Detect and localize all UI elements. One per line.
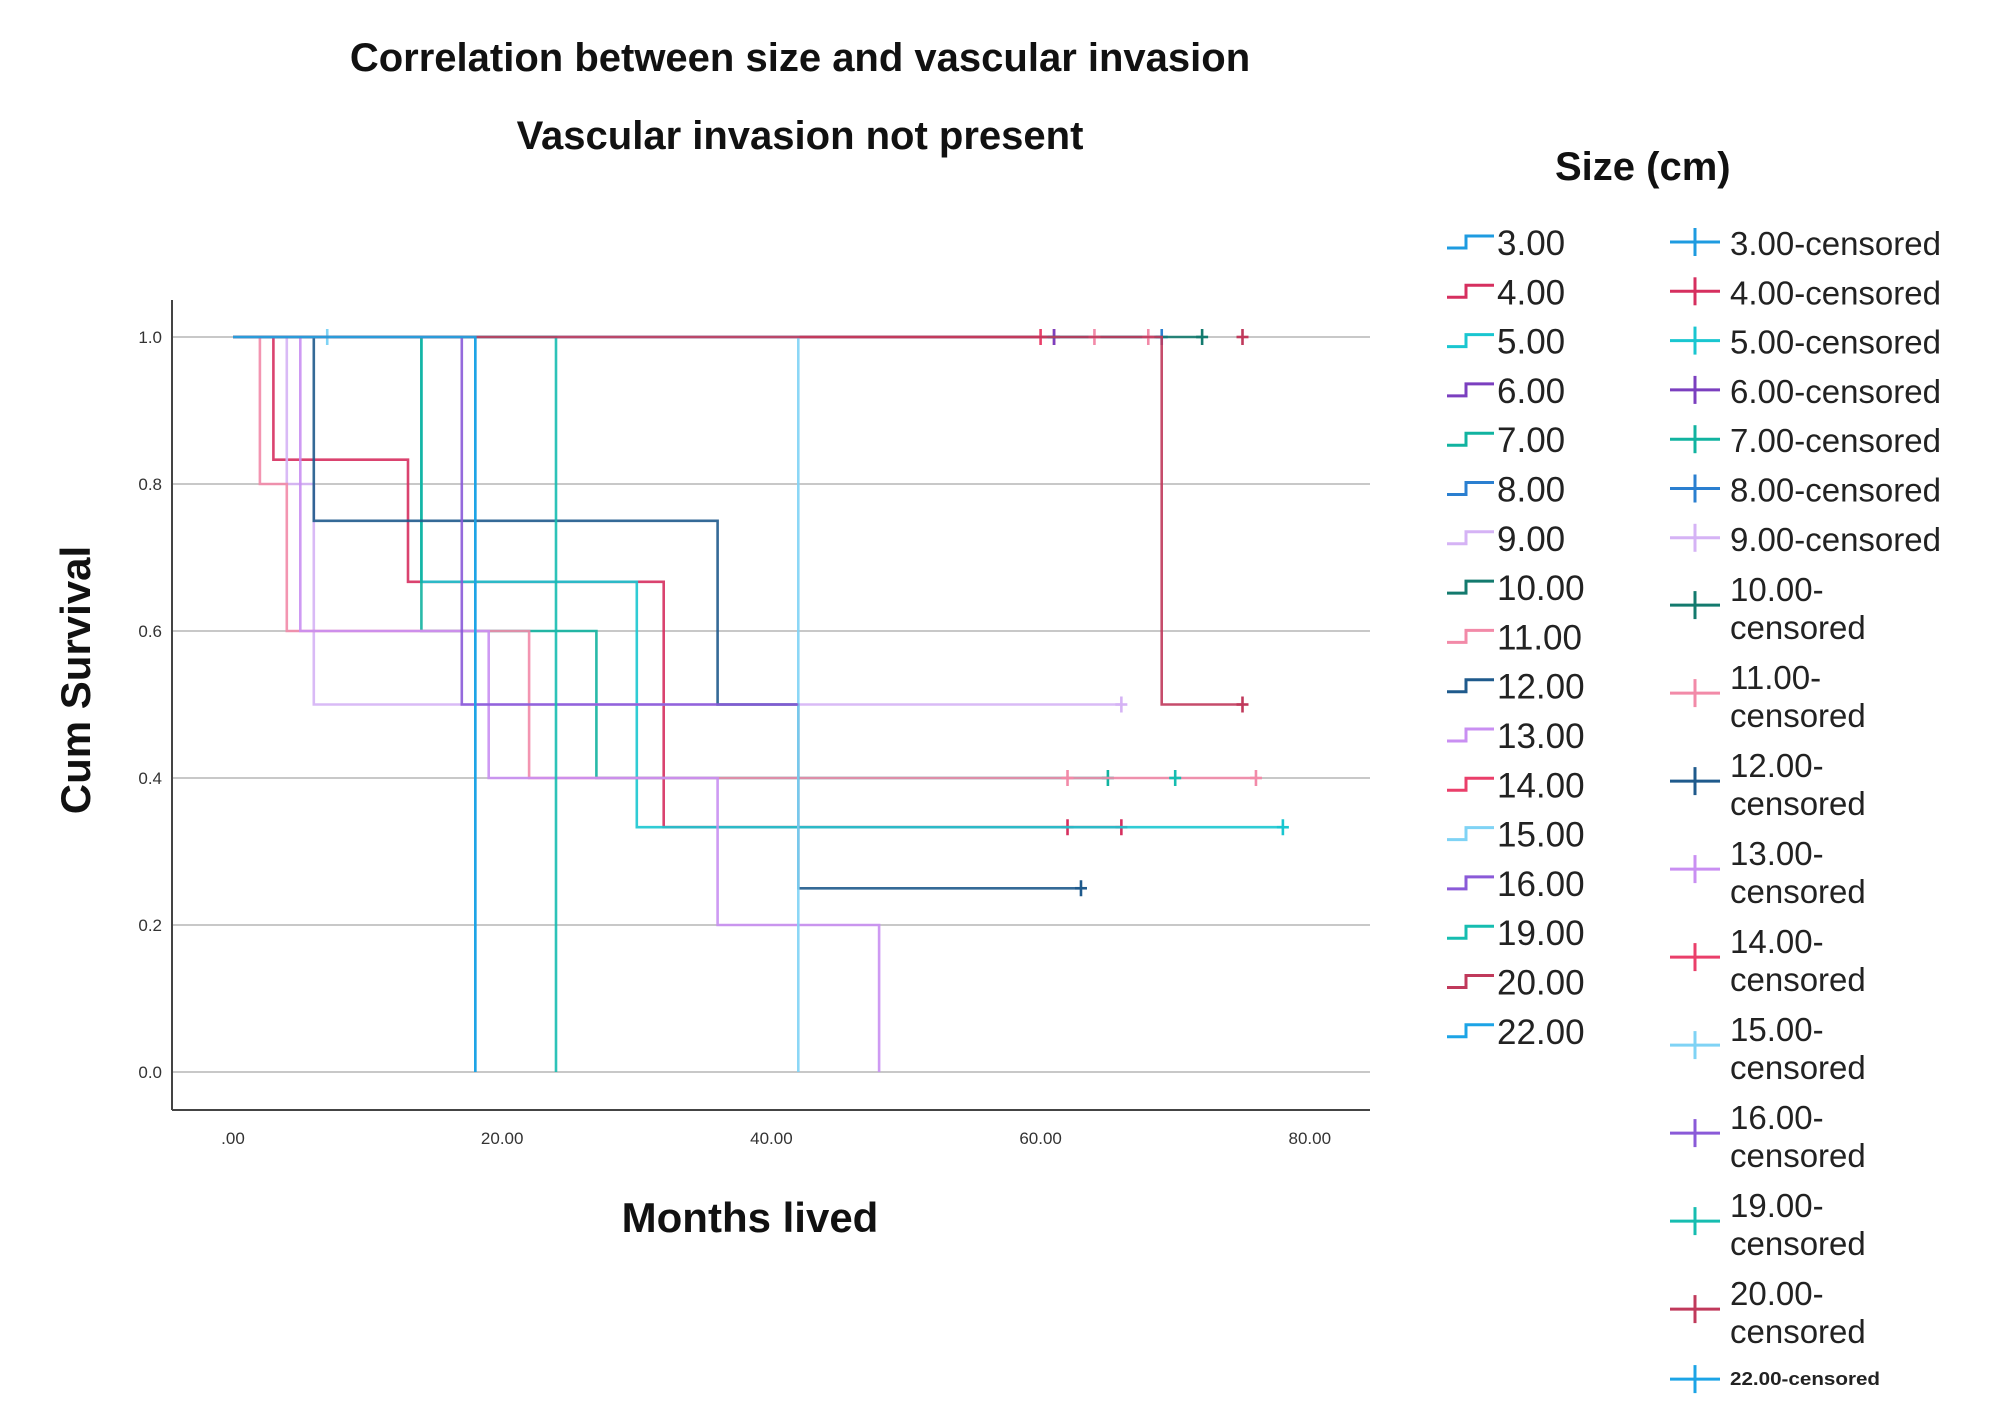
legend-label-20.00: 20.00 [1497,964,1585,1003]
x-tick-label: 40.00 [750,1129,793,1148]
legend-label-8.00: 8.00 [1497,471,1565,510]
legend-censored-label-7.00: 7.00-censored [1730,422,1941,459]
legend-censored-label-13.00: 13.00-censored [1730,835,1866,910]
survival-curve-12.00 [233,335,1081,890]
legend-censored-label-16.00: 16.00-censored [1730,1099,1866,1174]
legend-step-icon-22.00 [1447,1023,1494,1039]
legend-label-5.00: 5.00 [1497,323,1565,362]
legend-step-icon-19.00 [1447,924,1494,940]
survival-curve-13.00 [233,335,881,1072]
legend-label-4.00: 4.00 [1497,273,1565,312]
y-tick-label: 0.2 [138,916,162,935]
y-tick-label: 0.4 [138,769,162,788]
legend-label-14.00: 14.00 [1497,766,1585,805]
legend-censored-label-19.00: 19.00-censored [1730,1187,1866,1262]
legend-censored-label-20.00: 20.00-censored [1730,1275,1866,1350]
legend-censored-label-4.00: 4.00-censored [1730,274,1941,311]
x-tick-label: 60.00 [1019,1129,1062,1148]
legend-step-icon-16.00 [1447,875,1494,891]
legend-step-icon-20.00 [1447,974,1494,989]
chart-subtitle: Vascular invasion not present [516,114,1084,158]
legend-label-16.00: 16.00 [1497,865,1585,904]
legend-step-icon-3.00 [1447,234,1494,250]
y-tick-label: 0.6 [138,622,162,641]
survival-curve-5.00 [233,335,1283,829]
legend-censored-label-15.00: 15.00-censored [1730,1011,1866,1086]
x-tick-label: 20.00 [481,1129,524,1148]
legend-label-15.00: 15.00 [1497,816,1585,855]
survival-curve-20.00 [233,335,1243,706]
legend-censored-label-5.00: 5.00-censored [1730,324,1941,361]
legend-label-6.00: 6.00 [1497,372,1565,411]
survival-curve-11.00 [233,335,1256,780]
legend-step-icon-14.00 [1447,776,1494,792]
legend-step-icon-13.00 [1447,727,1494,743]
legend-label-7.00: 7.00 [1497,421,1565,460]
legend-censored-label-6.00: 6.00-censored [1730,373,1941,410]
legend-step-icon-4.00 [1447,283,1494,299]
chart-title: Correlation between size and vascular in… [349,36,1251,80]
legend-censored-label-14.00: 14.00-censored [1730,923,1866,998]
legend-step-icon-6.00 [1447,382,1494,398]
legend-censored-label-3.00: 3.00-censored [1730,225,1941,262]
legend-label-9.00: 9.00 [1497,520,1565,559]
y-axis-title: Cum Survival [52,546,99,814]
legend-step-icon-9.00 [1447,530,1494,546]
legend-step-icon-12.00 [1447,678,1494,694]
legend-label-19.00: 19.00 [1497,914,1585,953]
legend-step-icon-7.00 [1447,431,1494,447]
y-tick-label: 0.0 [138,1063,162,1082]
y-tick-label: 1.0 [138,328,162,347]
x-tick-label: 80.00 [1289,1129,1332,1148]
survival-curve-7.00 [233,335,1108,780]
survival-curves [233,329,1289,1072]
legend-censored-label-8.00: 8.00-censored [1730,472,1941,509]
legend-step-icon-8.00 [1447,481,1494,496]
legend-label-12.00: 12.00 [1497,668,1585,707]
legend-title: Size (cm) [1555,145,1731,189]
legend-label-22.00: 22.00 [1497,1013,1585,1052]
legend-label-11.00: 11.00 [1497,618,1582,657]
legend-censored-label-10.00: 10.00-censored [1730,571,1866,646]
legend-label-13.00: 13.00 [1497,717,1585,756]
legend-label-10.00: 10.00 [1497,569,1585,608]
legend: 3.00 4.00 5.00 6.00 7.00 8.00 9.00 10.00 11.00 12… [1447,224,1941,1394]
legend-censored-label-9.00: 9.00-censored [1730,521,1941,558]
legend-censored-label-22.00: 22.00-censored [1730,1369,1880,1389]
survival-curve-22.00 [233,335,477,1072]
legend-step-icon-5.00 [1447,333,1494,349]
x-axis-title: Months lived [622,1194,879,1241]
x-tick-label: .00 [221,1129,245,1148]
survival-curve-4.00 [233,335,1122,829]
legend-label-3.00: 3.00 [1497,224,1565,263]
legend-step-icon-15.00 [1447,826,1494,842]
legend-censored-label-12.00: 12.00-censored [1730,747,1866,822]
legend-step-icon-10.00 [1447,579,1494,595]
legend-step-icon-11.00 [1447,628,1494,644]
legend-censored-label-11.00: 11.00-censored [1730,659,1866,734]
axes: 0.0 0.2 0.4 0.6 0.8 1.0 .00 20.00 40.00 60.00 80.0… [52,300,1370,1241]
y-tick-label: 0.8 [138,475,162,494]
